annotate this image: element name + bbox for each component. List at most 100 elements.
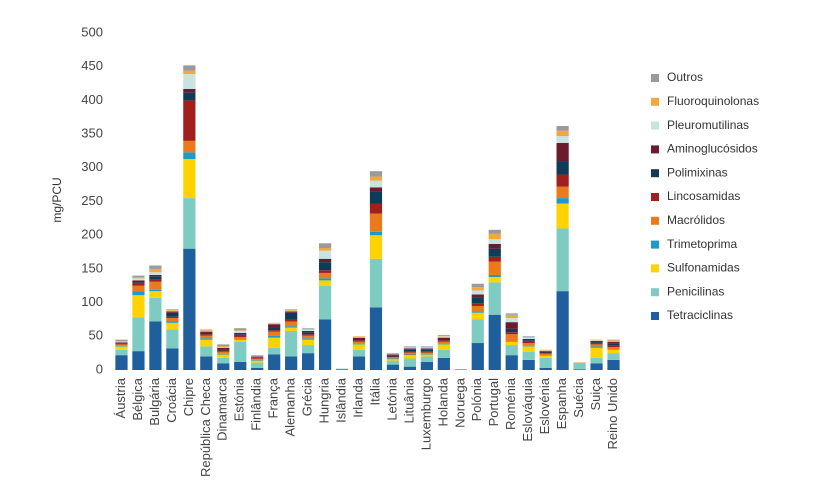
- bar-segment: [132, 276, 145, 279]
- bar-segment: [471, 303, 484, 306]
- x-tick-label: Suiça: [588, 377, 603, 410]
- bar-segment: [352, 349, 366, 357]
- bar-segment: [285, 319, 298, 322]
- x-tick-label: Roménia: [503, 377, 518, 430]
- bar-segment: [369, 180, 383, 188]
- bar-segment: [352, 336, 366, 338]
- bar-segment: [166, 348, 179, 370]
- bar-segment: [471, 319, 484, 344]
- bar-segment: [403, 366, 417, 370]
- bar-segment: [285, 356, 298, 370]
- x-tick-label: Finlândia: [249, 377, 264, 431]
- x-tick-label: Dinamarca: [215, 377, 230, 441]
- legend-swatch: [651, 240, 659, 249]
- bar-segment: [183, 248, 196, 370]
- bar-segment: [607, 349, 620, 354]
- bar-segment: [183, 74, 196, 89]
- bar-segment: [285, 326, 298, 328]
- bar-segment: [132, 280, 145, 283]
- bar-segment: [302, 328, 315, 329]
- bar-segment: [488, 239, 501, 244]
- bar-segment: [607, 345, 620, 348]
- bar-segment: [607, 347, 620, 350]
- bar-segment: [386, 353, 400, 354]
- bar-segment: [556, 291, 569, 370]
- bar-segment: [234, 341, 247, 362]
- legend-swatch: [651, 216, 659, 225]
- bar-segment: [183, 159, 196, 199]
- bar-segment: [488, 233, 501, 240]
- legend-swatch: [651, 74, 659, 82]
- bar-segment: [251, 358, 264, 360]
- bar-segment: [132, 351, 145, 370]
- bar-segment: [234, 336, 247, 339]
- x-tick-label: Itália: [367, 377, 382, 405]
- bar-segment: [132, 278, 145, 281]
- bar-segment: [166, 316, 179, 319]
- bar-segment: [437, 349, 450, 358]
- bar-segment: [403, 351, 417, 353]
- bar-segment: [200, 346, 213, 357]
- bar-segment: [369, 213, 383, 232]
- bar-segment: [115, 341, 128, 342]
- bar-segment: [420, 351, 433, 353]
- bar-segment: [505, 313, 518, 315]
- bar-segment: [268, 324, 281, 328]
- bar-segment: [183, 88, 196, 93]
- bar-segment: [234, 330, 247, 333]
- bar-segment: [352, 344, 366, 350]
- bar-segment: [268, 327, 281, 331]
- bar-segment: [386, 354, 400, 356]
- y-tick-label: 250: [81, 193, 103, 208]
- bar-segment: [234, 339, 247, 342]
- bar-segment: [369, 176, 383, 181]
- bar-segment: [522, 346, 535, 352]
- bar-segment: [183, 65, 196, 71]
- y-axis-label: mg/PCU: [50, 177, 64, 222]
- bar-segment: [505, 314, 518, 319]
- bar-segment: [471, 294, 484, 298]
- bar-segment: [437, 337, 450, 339]
- bar-segment: [539, 352, 552, 354]
- bar-segment: [522, 340, 535, 342]
- bar-segment: [318, 285, 332, 320]
- x-tick-label: Polónia: [469, 377, 484, 421]
- bar-segment: [607, 343, 620, 346]
- bar-segment: [166, 329, 179, 349]
- bar-segment: [437, 357, 450, 370]
- bar-segment: [285, 327, 298, 331]
- bar-segment: [522, 343, 535, 346]
- bar-segment: [505, 341, 518, 346]
- bar-segment: [403, 355, 417, 359]
- bar-segment: [539, 353, 552, 354]
- bar-segment: [302, 332, 315, 335]
- bar-segment: [302, 329, 315, 331]
- bar-segment: [285, 309, 298, 311]
- bar-segment: [437, 341, 450, 344]
- bar-segment: [505, 318, 518, 323]
- bar-segment: [369, 307, 383, 370]
- bar-segment: [132, 317, 145, 352]
- bar-segment: [505, 341, 518, 342]
- y-tick-label: 100: [81, 294, 103, 309]
- bar-segment: [420, 346, 433, 348]
- bar-segment: [285, 321, 298, 327]
- bar-segment: [166, 321, 179, 323]
- bar-segment: [471, 305, 484, 312]
- bar-segment: [217, 349, 230, 351]
- bar-segment: [115, 343, 128, 345]
- x-tick-label: Holanda: [435, 377, 450, 426]
- bar-segment: [539, 355, 552, 356]
- bar-segment: [149, 274, 162, 277]
- bar-segment: [352, 343, 366, 345]
- bar-segment: [607, 349, 620, 350]
- legend-label: Penicilinas: [667, 284, 724, 298]
- bar-segment: [318, 278, 332, 281]
- bar-segment: [132, 282, 145, 284]
- bar-segment: [251, 355, 264, 356]
- bar-segment: [149, 297, 162, 322]
- bar-segment: [556, 126, 569, 131]
- bar-segment: [234, 361, 247, 370]
- bar-segment: [556, 198, 569, 204]
